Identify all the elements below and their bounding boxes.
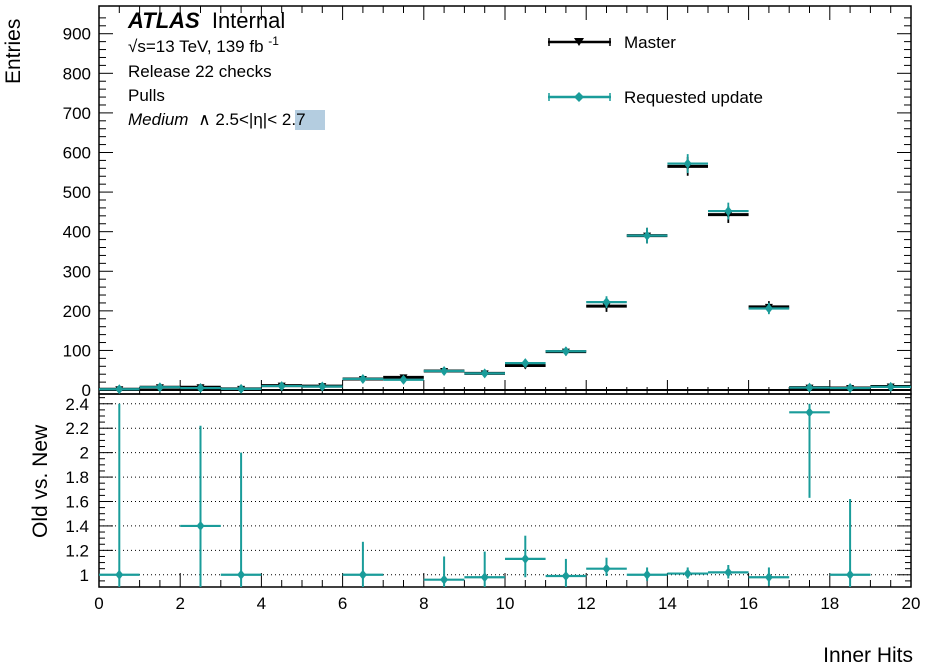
atlas-label: ATLAS Internal	[127, 8, 285, 33]
y-tick-label-ratio: 1.8	[65, 468, 89, 487]
x-tick-label: 16	[739, 594, 758, 613]
y-tick-label-ratio: 1.4	[65, 517, 89, 536]
y-tick-label-main: 800	[63, 64, 91, 83]
update-point	[155, 382, 164, 393]
update-point	[805, 382, 814, 393]
y-tick-label-main: 700	[63, 104, 91, 123]
selection-eta-max: 2.7	[282, 110, 306, 129]
y-tick-label-ratio: 2.4	[65, 395, 89, 414]
ratio-point	[602, 563, 611, 574]
update-point	[561, 346, 570, 357]
ratio-point	[196, 520, 205, 531]
atlas-internal-label: Internal	[212, 8, 285, 33]
update-point	[196, 383, 205, 394]
update-point	[115, 384, 124, 395]
y-tick-label-main: 0	[82, 381, 91, 400]
x-tick-label: 4	[257, 594, 266, 613]
selection-label: Medium ∧ 2.5<|η|< 2.7	[128, 110, 306, 129]
y-tick-label-main: 600	[63, 143, 91, 162]
ratio-point	[480, 572, 489, 583]
ratio-point	[237, 569, 246, 580]
update-point	[886, 381, 895, 392]
update-point	[358, 373, 367, 384]
ratio-point	[358, 569, 367, 580]
ratio-point	[643, 569, 652, 580]
y-axis-title-ratio: Old vs. New	[29, 424, 52, 538]
energy-label-sup: -1	[268, 34, 279, 48]
y-tick-label-ratio: 2	[80, 444, 89, 463]
x-tick-label: 6	[338, 594, 347, 613]
x-tick-label: 20	[902, 594, 921, 613]
y-axis-title-main: Entries	[2, 19, 25, 84]
ratio-point	[521, 553, 530, 564]
ratio-point	[440, 574, 449, 585]
ratio-point	[846, 569, 855, 580]
x-tick-label: 2	[175, 594, 184, 613]
update-point	[683, 158, 692, 169]
update-point	[277, 381, 286, 392]
x-tick-label: 18	[820, 594, 839, 613]
ratio-point	[724, 567, 733, 578]
update-point	[724, 206, 733, 217]
y-tick-label-main: 400	[63, 223, 91, 242]
update-point	[764, 303, 773, 314]
ratio-point	[764, 572, 773, 583]
update-point	[318, 381, 327, 392]
pulls-label: Pulls	[128, 86, 165, 105]
y-tick-label-ratio: 1.6	[65, 492, 89, 511]
x-tick-label: 12	[577, 594, 596, 613]
ratio-point	[683, 568, 692, 579]
ratio-point	[115, 569, 124, 580]
legend-master-label: Master	[624, 33, 676, 52]
ratio-point	[805, 407, 814, 418]
x-tick-label: 14	[658, 594, 677, 613]
x-tick-label: 8	[419, 594, 428, 613]
energy-label: √s=13 TeV, 139 fb -1	[128, 34, 279, 56]
update-point	[521, 358, 530, 369]
x-axis-title: Inner Hits	[823, 644, 913, 667]
release-label: Release 22 checks	[128, 62, 272, 81]
update-point	[602, 297, 611, 308]
legend: Master Requested update	[548, 33, 763, 107]
update-point	[643, 230, 652, 241]
legend-update-marker	[574, 92, 584, 102]
update-point	[480, 368, 489, 379]
y-tick-label-main: 200	[63, 302, 91, 321]
selection-medium: Medium	[128, 110, 188, 129]
y-tick-label-main: 500	[63, 183, 91, 202]
y-tick-label-ratio: 2.2	[65, 419, 89, 438]
x-tick-label: 10	[496, 594, 515, 613]
atlas-bold-label: ATLAS	[127, 8, 200, 33]
update-point	[846, 383, 855, 394]
x-tick-label: 0	[94, 594, 103, 613]
update-point	[440, 366, 449, 377]
eta-highlight	[295, 110, 325, 130]
y-tick-label-main: 100	[63, 341, 91, 360]
y-tick-label-ratio: 1	[80, 566, 89, 585]
y-tick-label-ratio: 1.2	[65, 541, 89, 560]
legend-update-label: Requested update	[624, 88, 763, 107]
legend-master-marker	[574, 38, 584, 46]
energy-label-text: √s=13 TeV, 139 fb	[128, 37, 264, 56]
ratio-point	[561, 571, 570, 582]
update-point	[237, 383, 246, 394]
selection-eta-range: ∧ 2.5<|η|<	[198, 110, 277, 129]
update-point	[399, 374, 408, 385]
y-tick-label-main: 900	[63, 25, 91, 44]
y-tick-label-main: 300	[63, 262, 91, 281]
